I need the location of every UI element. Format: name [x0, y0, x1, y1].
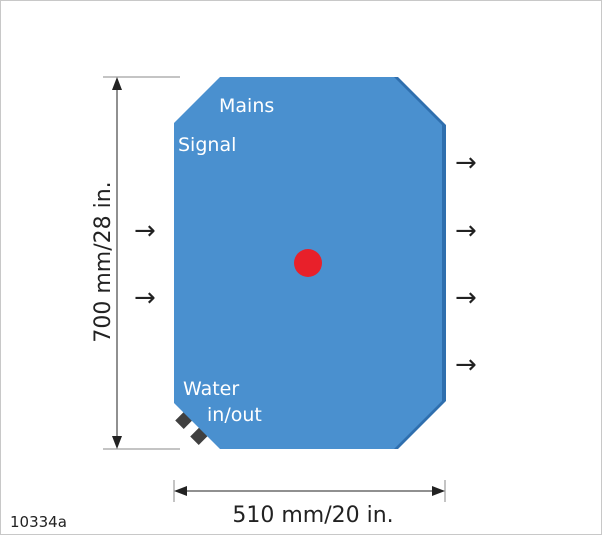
height-arrowhead-bottom — [112, 436, 122, 449]
water-label-line1: Water — [183, 378, 239, 400]
width-arrowhead-left — [174, 486, 187, 496]
status-indicator-dot — [294, 249, 322, 277]
width-dimension: 510 mm/20 in. — [173, 480, 446, 528]
figure-id: 10334a — [10, 513, 67, 531]
height-dimension: 700 mm/28 in. — [91, 76, 180, 450]
outlet-arrow-1: → — [455, 148, 477, 178]
inlet-arrows: → → — [134, 216, 156, 313]
width-arrowhead-right — [432, 486, 445, 496]
inlet-arrow-2: → — [134, 283, 156, 313]
outlet-arrow-3: → — [455, 283, 477, 313]
mains-label: Mains — [219, 95, 274, 117]
outlet-arrow-2: → — [455, 216, 477, 246]
water-label-line2: in/out — [207, 404, 262, 426]
height-dimension-label: 700 mm/28 in. — [91, 181, 116, 342]
signal-label: Signal — [178, 134, 236, 156]
inlet-arrow-1: → — [134, 216, 156, 246]
height-arrowhead-top — [112, 77, 122, 90]
width-dimension-label: 510 mm/20 in. — [232, 503, 393, 528]
outlet-arrows: → → → → — [455, 148, 477, 380]
outlet-arrow-4: → — [455, 350, 477, 380]
